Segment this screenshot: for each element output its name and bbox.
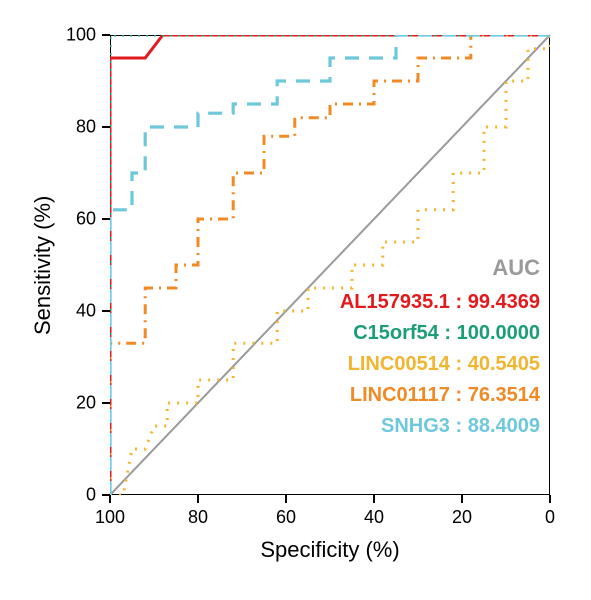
x-tick-label: 60 — [276, 507, 296, 528]
legend-title: AUC — [340, 251, 540, 285]
y-tick — [102, 402, 110, 404]
legend-item: AL157935.1 : 99.4369 — [340, 287, 540, 318]
x-tick-label: 0 — [545, 507, 555, 528]
x-tick — [109, 495, 111, 503]
legend-item: LINC01117 : 76.3514 — [340, 380, 540, 411]
roc-chart: Specificity (%) Sensitivity (%) AUC AL15… — [0, 0, 591, 600]
legend: AUC AL157935.1 : 99.4369C15orf54 : 100.0… — [340, 251, 540, 442]
y-tick-label: 100 — [60, 25, 96, 46]
y-tick — [102, 310, 110, 312]
legend-item: LINC00514 : 40.5405 — [340, 349, 540, 380]
y-tick-label: 40 — [60, 301, 96, 322]
legend-item: C15orf54 : 100.0000 — [340, 318, 540, 349]
x-tick-label: 40 — [364, 507, 384, 528]
y-axis-label: Sensitivity (%) — [30, 196, 56, 335]
y-tick-label: 80 — [60, 117, 96, 138]
y-tick — [102, 34, 110, 36]
x-tick — [285, 495, 287, 503]
x-tick-label: 100 — [95, 507, 125, 528]
y-tick — [102, 494, 110, 496]
x-tick — [197, 495, 199, 503]
legend-item: SNHG3 : 88.4009 — [340, 411, 540, 442]
x-axis-label: Specificity (%) — [260, 537, 399, 563]
y-tick — [102, 218, 110, 220]
y-tick — [102, 126, 110, 128]
x-tick-label: 20 — [452, 507, 472, 528]
y-tick-label: 60 — [60, 209, 96, 230]
x-tick — [373, 495, 375, 503]
y-tick-label: 0 — [60, 485, 96, 506]
x-tick-label: 80 — [188, 507, 208, 528]
x-tick — [549, 495, 551, 503]
y-tick-label: 20 — [60, 393, 96, 414]
x-tick — [461, 495, 463, 503]
